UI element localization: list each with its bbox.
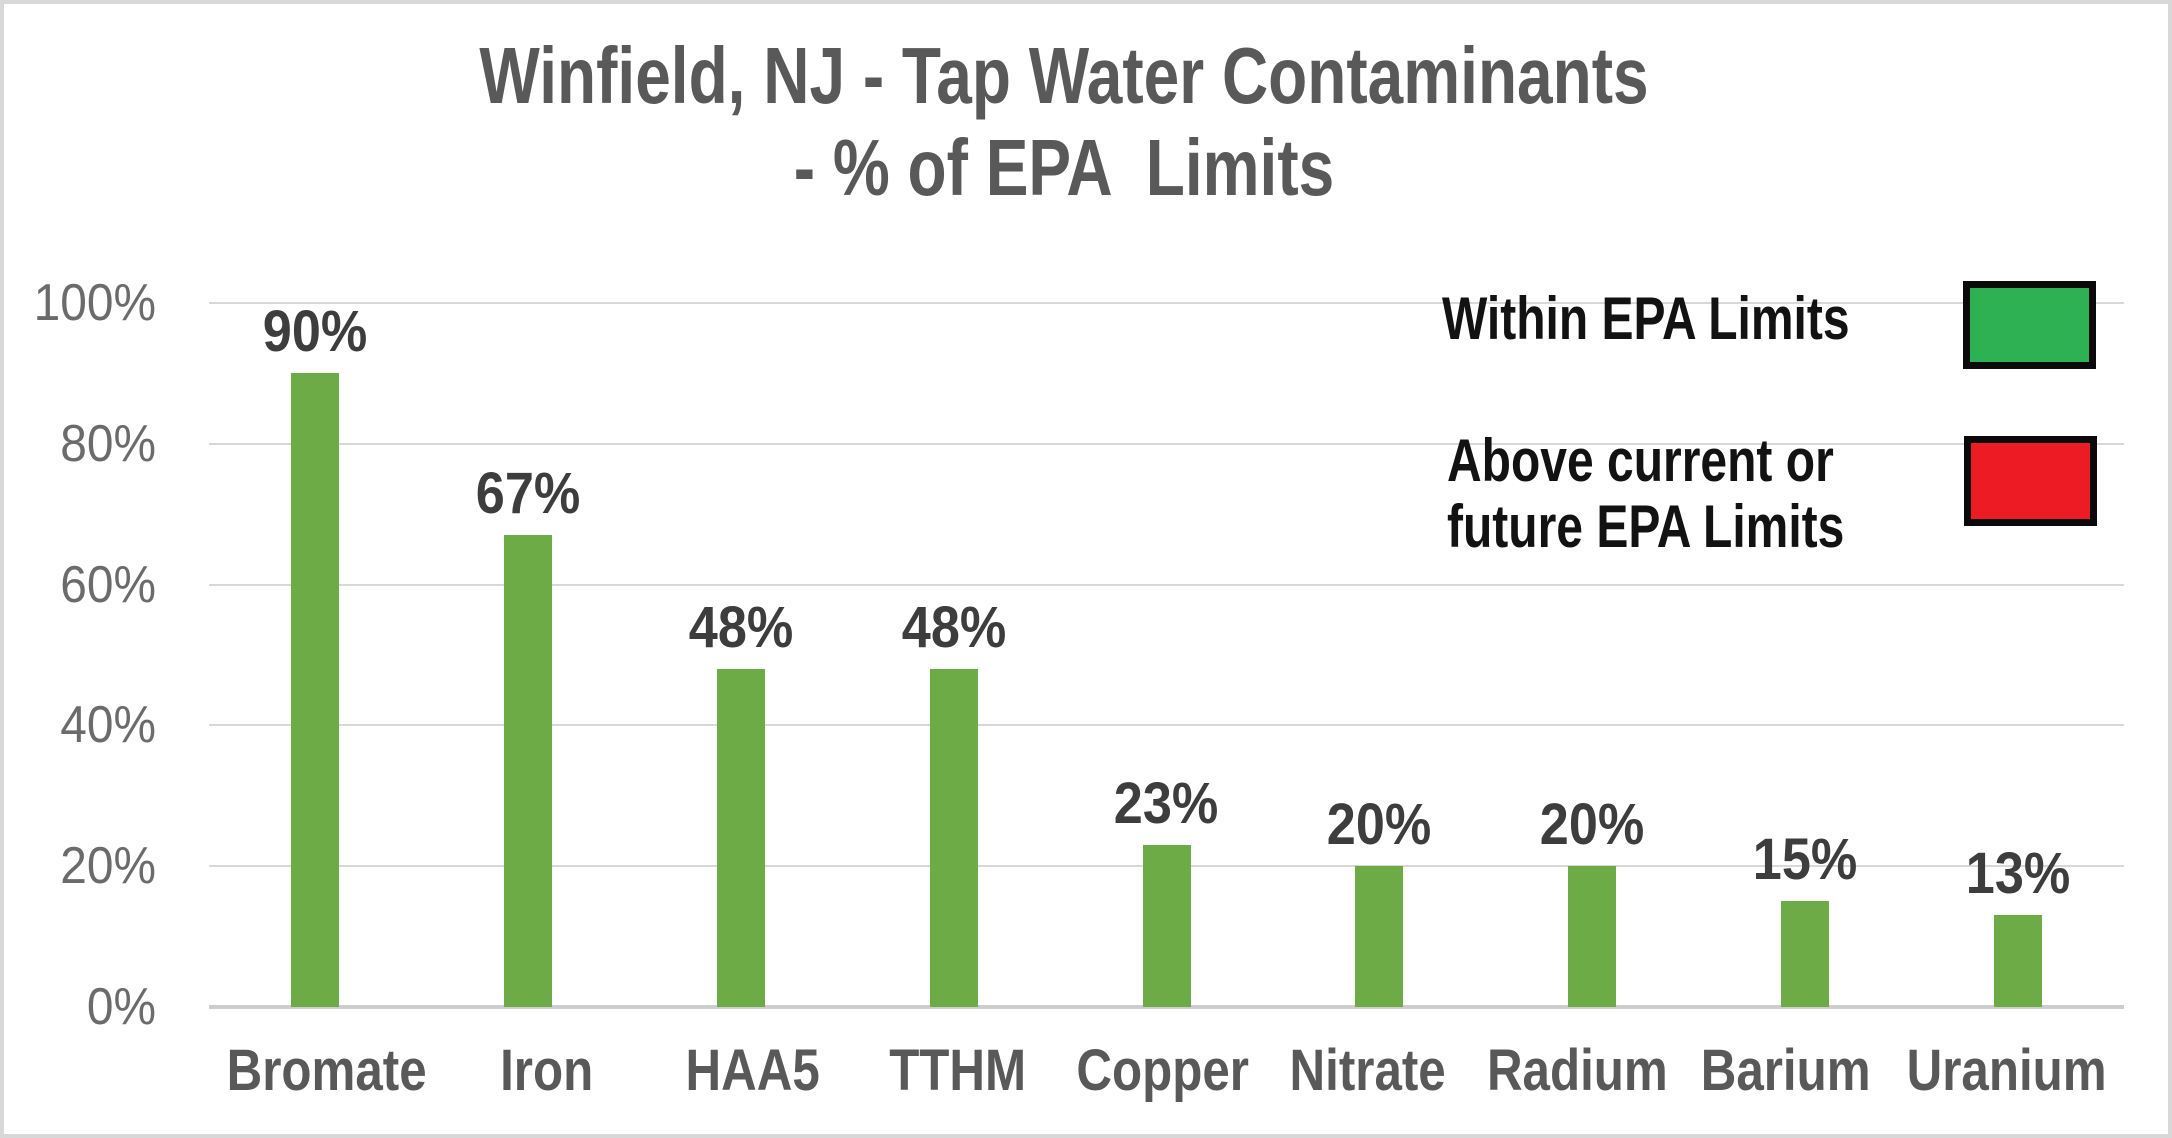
bar [1993,915,2042,1007]
bar-slot: 23% [1060,303,1273,1007]
bar-slot: 20% [1273,303,1486,1007]
x-axis-category-label: HAA5 [685,1038,820,1103]
legend-label-above: Above current or future EPA Limits [1447,428,1844,560]
bar-value-label: 13% [1965,841,2070,907]
bar [1142,845,1191,1007]
bar [929,669,978,1007]
bar [1780,901,1829,1007]
bar-slot: 20% [1486,303,1699,1007]
bar [291,373,340,1007]
bar-slot: 13% [1911,303,2124,1007]
y-axis-tick-label: 100% [33,274,157,332]
bar-value-label: 48% [688,595,794,661]
x-axis-category-label: Uranium [1906,1038,2107,1103]
x-axis-category-label: TTHM [889,1038,1026,1103]
y-axis-tick-label: 60% [60,555,156,614]
chart-title-line-2: - % of EPA Limits [793,123,1335,212]
legend-label-within: Within EPA Limits [1442,285,1850,352]
x-axis-labels: Bromate Iron HAA5 TTHM Copper Nitrate Radium Ba… [209,1036,2124,1106]
gridline-100 [209,302,2124,304]
x-axis-category-label: Nitrate [1290,1038,1447,1103]
bar-value-label: 90% [263,299,368,365]
y-axis-tick-label: 0% [86,978,156,1036]
bar-value-label: 20% [1327,792,1432,858]
bars-row: 90% 67% 48% 48% 23% 20% 20% 15% 13% [209,303,2124,1007]
x-axis-category-label: Iron [500,1038,594,1103]
chart-title: Winfield, NJ - Tap Water Contaminants - … [4,30,2124,214]
bar-slot: 67% [422,303,635,1007]
gridline-0 [209,1005,2124,1009]
bar [1568,866,1617,1007]
legend-swatch-red [1964,436,2097,526]
y-axis-tick-label: 40% [60,696,156,755]
bar-slot: 48% [847,303,1060,1007]
legend-swatch-green [1963,281,2096,369]
y-axis-tick-label: 20% [60,837,156,896]
x-axis-category-label: Copper [1076,1038,1250,1103]
bar-slot: 15% [1698,303,1911,1007]
x-axis-category-label: Radium [1486,1038,1668,1103]
bar-value-label: 20% [1539,792,1645,858]
gridline-80 [209,442,2124,445]
gridline-60 [209,583,2124,586]
plot-area: 90% 67% 48% 48% 23% 20% 20% 15% 13% [209,302,2124,1009]
bar-slot: 90% [209,303,422,1007]
bar-value-label: 15% [1752,827,1858,893]
x-axis-category-label: Barium [1701,1038,1872,1103]
legend-label-above-line-2: future EPA Limits [1447,493,1845,560]
x-axis-category-label: Bromate [226,1038,427,1103]
bar [504,535,553,1007]
bar [716,669,765,1007]
gridline-40 [209,724,2124,727]
bar-slot: 48% [635,303,848,1007]
bar-value-label: 23% [1114,771,1219,837]
legend-label-above-line-1: Above current or [1447,427,1834,494]
bar-value-label: 67% [475,461,581,527]
chart-title-line-1: Winfield, NJ - Tap Water Contaminants [479,31,1649,120]
bar-value-label: 48% [901,595,1006,661]
y-axis-tick-label: 80% [60,414,156,473]
bar [1355,866,1404,1007]
